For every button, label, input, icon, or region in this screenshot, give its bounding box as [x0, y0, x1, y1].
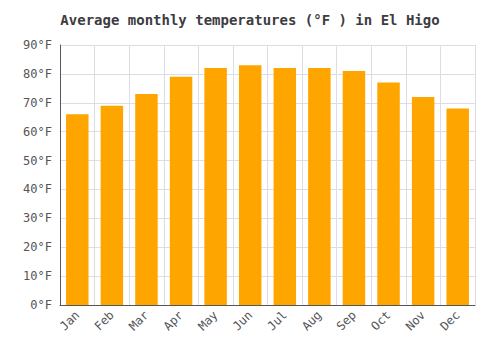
svg-text:Oct: Oct: [368, 308, 393, 333]
svg-text:50°F: 50°F: [23, 154, 52, 168]
svg-text:80°F: 80°F: [23, 67, 52, 81]
svg-text:40°F: 40°F: [23, 182, 52, 196]
svg-text:0°F: 0°F: [30, 298, 52, 312]
svg-text:30°F: 30°F: [23, 211, 52, 225]
svg-text:Mar: Mar: [126, 308, 151, 333]
svg-text:Dec: Dec: [437, 308, 462, 333]
svg-text:90°F: 90°F: [23, 38, 52, 52]
svg-text:Sep: Sep: [334, 308, 359, 333]
svg-text:Feb: Feb: [92, 308, 117, 333]
svg-text:20°F: 20°F: [23, 240, 52, 254]
svg-text:Apr: Apr: [161, 308, 186, 333]
svg-text:Aug: Aug: [299, 308, 324, 333]
svg-text:60°F: 60°F: [23, 125, 52, 139]
svg-text:May: May: [195, 308, 220, 333]
svg-text:70°F: 70°F: [23, 96, 52, 110]
svg-text:Jul: Jul: [265, 308, 290, 333]
svg-text:Average monthly temperatures (: Average monthly temperatures (°F ) in El…: [60, 12, 439, 28]
svg-text:Jun: Jun: [230, 308, 255, 333]
svg-text:10°F: 10°F: [23, 269, 52, 283]
svg-text:Jan: Jan: [57, 308, 82, 333]
svg-text:Nov: Nov: [403, 308, 428, 333]
